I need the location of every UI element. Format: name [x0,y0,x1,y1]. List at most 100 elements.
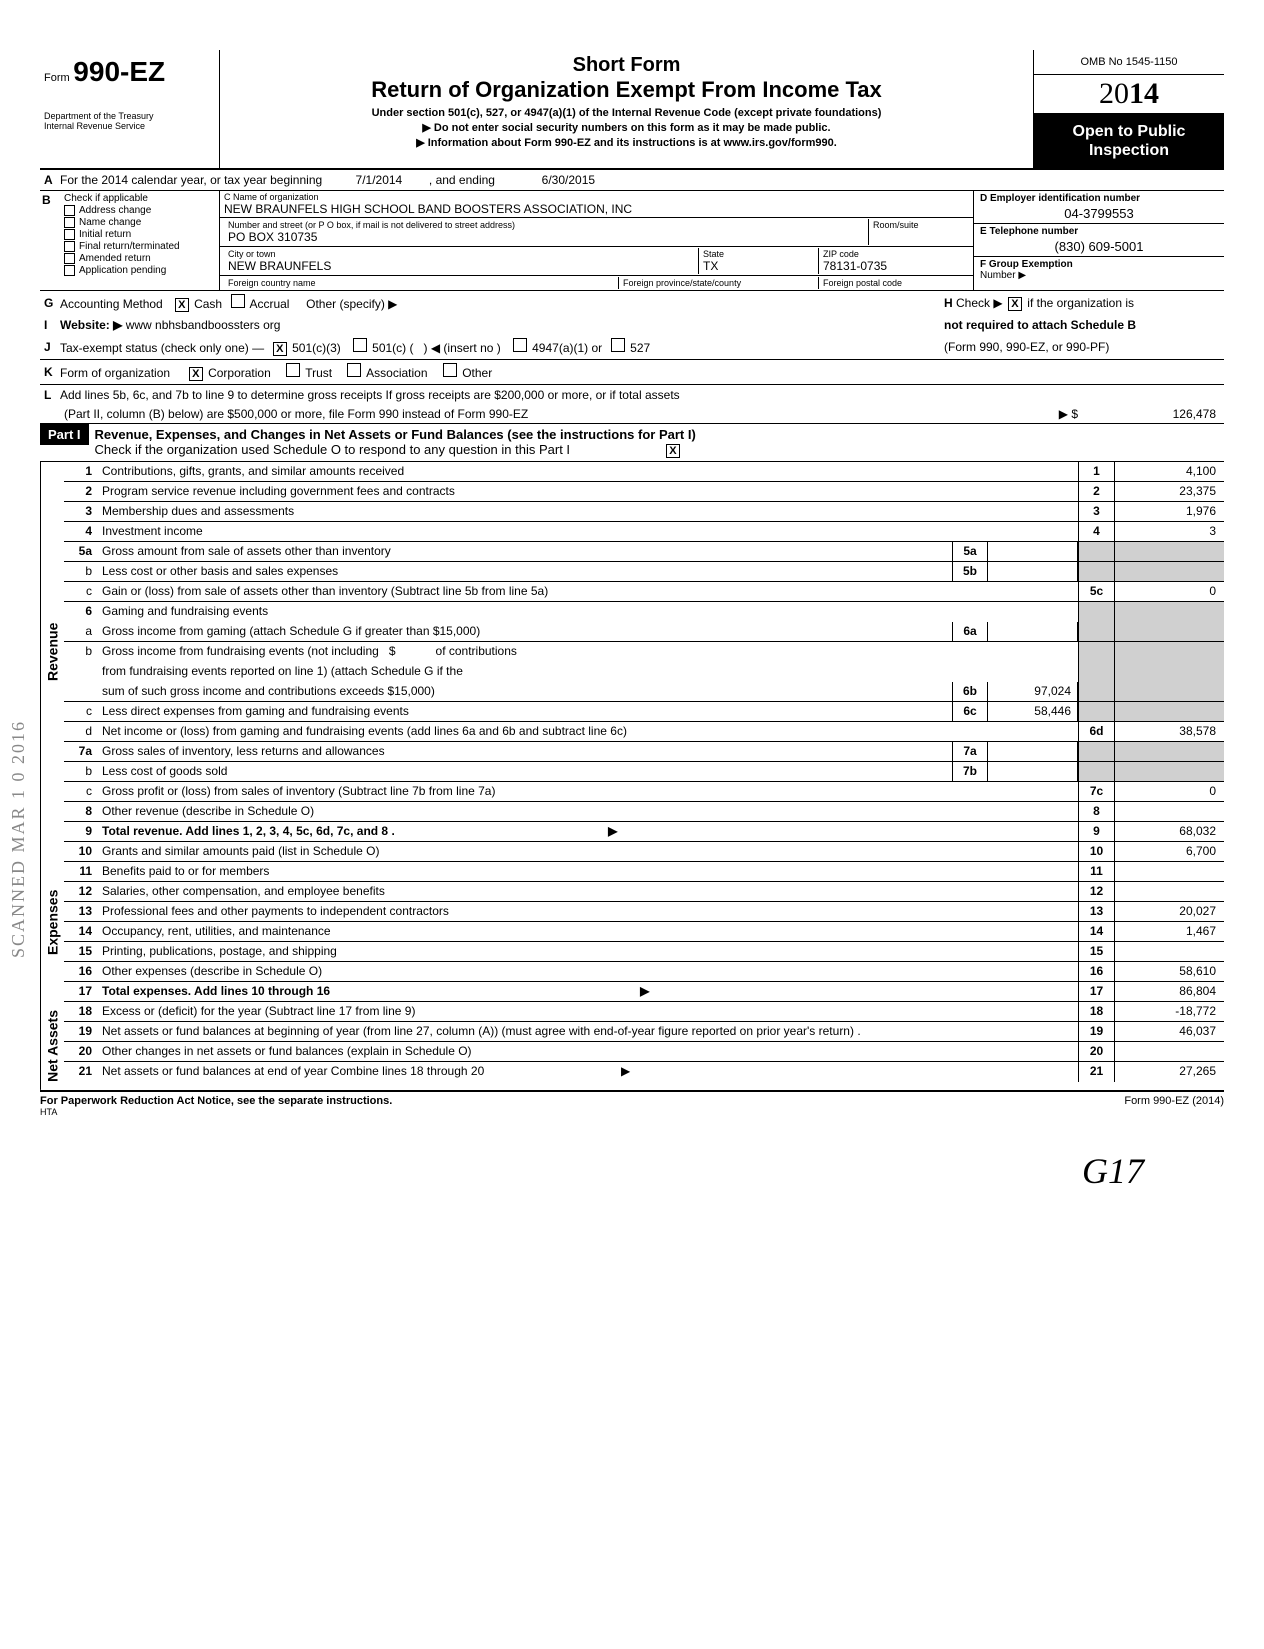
header-row: Form 990-EZ Department of the Treasury I… [40,50,1224,170]
l7b-desc: Less cost of goods sold [98,762,952,781]
l1-desc: Contributions, gifts, grants, and simila… [98,462,1078,481]
l6c-mv: 58,446 [988,702,1078,721]
l21-rv: 27,265 [1114,1062,1224,1082]
part1-sub: Check if the organization used Schedule … [95,442,571,457]
l1-num: 1 [64,462,98,481]
l7a-num: 7a [64,742,98,761]
form-id-box: Form 990-EZ Department of the Treasury I… [40,50,220,168]
footer-left: For Paperwork Reduction Act Notice, see … [40,1095,392,1117]
open-to-public: Open to Public Inspection [1034,114,1224,168]
l21-desc: Net assets or fund balances at end of ye… [98,1062,1078,1082]
l6b-mb: 6b [952,682,988,701]
l8-rn: 8 [1078,802,1114,821]
short-form-title: Short Form [228,54,1025,77]
l5b-rn [1078,562,1114,581]
omb-number: OMB No 1545-1150 [1034,50,1224,75]
l14-rv: 1,467 [1114,922,1224,941]
cb-501c[interactable] [353,338,367,352]
l11-num: 11 [64,862,98,881]
l6a-mv [988,622,1078,641]
cb-application-pending[interactable]: Application pending [64,265,215,276]
expenses-lines: 10Grants and similar amounts paid (list … [64,842,1224,1002]
line-k: K Form of organization X Corporation Tru… [40,360,1224,385]
line-i-content: Website: ▶ www nbhsbandboossters org [60,318,944,332]
city-row: City or town NEW BRAUNFELS State TX ZIP … [220,247,973,276]
l6d-num: d [64,722,98,741]
l6a-num: a [64,622,98,641]
l10-rn: 10 [1078,842,1114,861]
l7c-rn: 7c [1078,782,1114,801]
l6c-rv [1114,702,1224,721]
l4-desc: Investment income [98,522,1078,541]
cb-name-change[interactable]: Name change [64,217,215,228]
cb-final-return[interactable]: Final return/terminated [64,241,215,252]
foreign-row: Foreign country name Foreign province/st… [220,276,973,290]
revenue-side-label: Revenue [40,462,64,842]
l6c-num: c [64,702,98,721]
cb-4947[interactable] [513,338,527,352]
do-not-enter: ▶ Do not enter social security numbers o… [228,121,1025,134]
cb-amended[interactable]: Amended return [64,253,215,264]
l14-rn: 14 [1078,922,1114,941]
state-label: State [703,249,814,259]
letter-g: G [40,296,60,310]
org-name-row: C Name of organization NEW BRAUNFELS HIG… [220,191,973,218]
line-h-cont: not required to attach Schedule B [944,318,1224,332]
l6a-mb: 6a [952,622,988,641]
l4-rn: 4 [1078,522,1114,541]
scanned-stamp: SCANNED MAR 1 0 2016 [8,720,29,958]
right-info-block: D Employer identification number 04-3799… [974,191,1224,290]
line-j: J Tax-exempt status (check only one) — X… [40,335,1224,360]
donot-text: Do not enter social security numbers on … [434,122,831,134]
cb-501c3[interactable]: X [273,342,287,356]
title-box: Short Form Return of Organization Exempt… [220,50,1034,168]
group-label: F Group Exemption [980,259,1218,270]
cb-other-org[interactable] [443,363,457,377]
l6b-desc3: sum of such gross income and contributio… [98,682,952,701]
cb-schedule-o[interactable]: X [666,444,680,458]
line-a: A For the 2014 calendar year, or tax yea… [40,170,1224,191]
l8-desc: Other revenue (describe in Schedule O) [98,802,1078,821]
l6-desc: Gaming and fundraising events [98,602,1078,622]
cb-schedule-b[interactable]: X [1008,297,1022,311]
phone-row: E Telephone number (830) 609-5001 [974,224,1224,257]
l6b-rv [1114,682,1224,701]
revenue-section: Revenue 1Contributions, gifts, grants, a… [40,462,1224,842]
l5b-desc: Less cost or other basis and sales expen… [98,562,952,581]
and-ending: , and ending [429,173,495,187]
l11-desc: Benefits paid to or for members [98,862,1078,881]
l18-num: 18 [64,1002,98,1021]
l13-rn: 13 [1078,902,1114,921]
l21-rn: 21 [1078,1062,1114,1082]
part1-title: Revenue, Expenses, and Changes in Net As… [89,424,1224,461]
l5b-mb: 5b [952,562,988,581]
zip-val: 78131-0735 [823,259,965,273]
l11-rn: 11 [1078,862,1114,881]
l5a-rn [1078,542,1114,561]
l7a-mv [988,742,1078,761]
cb-initial-return[interactable]: Initial return [64,229,215,240]
cb-trust[interactable] [286,363,300,377]
l10-num: 10 [64,842,98,861]
l2-rv: 23,375 [1114,482,1224,501]
l18-rn: 18 [1078,1002,1114,1021]
cb-address-change[interactable]: Address change [64,205,215,216]
accounting-label: Accounting Method [60,297,163,311]
cb-association[interactable] [347,363,361,377]
open-line2: Inspection [1038,141,1220,160]
form-number: 990-EZ [73,56,165,87]
l7a-desc: Gross sales of inventory, less returns a… [98,742,952,761]
city-label: City or town [228,249,694,259]
cb-corporation[interactable]: X [189,367,203,381]
cb-accrual[interactable] [231,294,245,308]
l16-rn: 16 [1078,962,1114,981]
cb-cash[interactable]: X [175,298,189,312]
form-990ez: Form 990-EZ Department of the Treasury I… [40,50,1224,1192]
l6-rn [1078,602,1114,622]
h-txt3: not required to attach Schedule B [944,318,1136,332]
501c-label: 501(c) ( [372,341,413,355]
l7c-num: c [64,782,98,801]
cb-527[interactable] [611,338,625,352]
l1-rv: 4,100 [1114,462,1224,481]
l12-desc: Salaries, other compensation, and employ… [98,882,1078,901]
